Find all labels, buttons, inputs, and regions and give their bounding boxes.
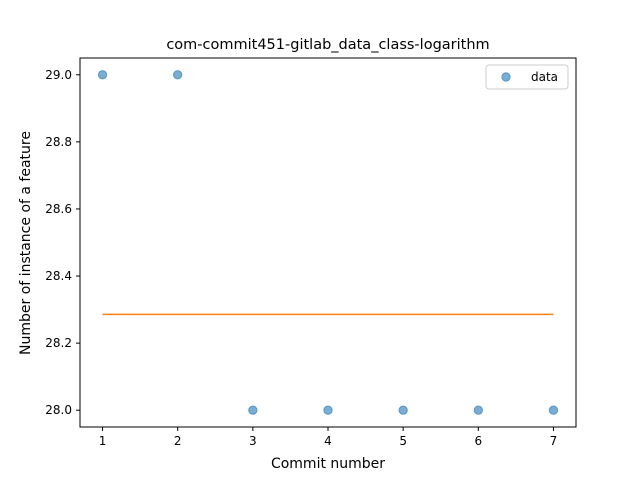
y-tick-label: 28.6 xyxy=(45,202,72,216)
chart-title: com-commit451-gitlab_data_class-logarith… xyxy=(166,37,489,53)
y-axis-title: Number of instance of a feature xyxy=(18,131,34,355)
y-tick-label: 28.8 xyxy=(45,135,72,149)
legend-label: data xyxy=(531,70,558,84)
x-tick-label: 3 xyxy=(249,434,257,448)
data-point xyxy=(97,70,108,80)
data-point xyxy=(323,405,333,415)
data-point xyxy=(473,405,484,415)
x-tick-label: 6 xyxy=(474,434,482,448)
y-tick-label: 28.2 xyxy=(45,336,72,350)
legend: data xyxy=(485,64,569,90)
x-tick-label: 4 xyxy=(324,434,332,448)
data-point xyxy=(398,405,408,415)
y-tick-label: 28.0 xyxy=(45,403,72,417)
legend-marker xyxy=(501,72,511,82)
y-tick-label: 29.0 xyxy=(45,68,72,82)
y-tick-label: 28.4 xyxy=(45,269,72,283)
y-axis: 28.0 28.2 28.4 28.6 28.8 29.0 xyxy=(45,68,80,417)
x-axis-title: Commit number xyxy=(271,456,385,472)
x-axis: 1 2 3 4 5 6 7 xyxy=(99,427,558,448)
x-tick-label: 5 xyxy=(399,434,407,448)
data-point xyxy=(548,405,559,415)
x-tick-label: 7 xyxy=(550,434,558,448)
x-tick-label: 2 xyxy=(174,434,182,448)
data-point xyxy=(248,405,258,415)
data-point xyxy=(172,70,183,80)
x-tick-label: 1 xyxy=(99,434,107,448)
legend-box xyxy=(485,64,569,90)
